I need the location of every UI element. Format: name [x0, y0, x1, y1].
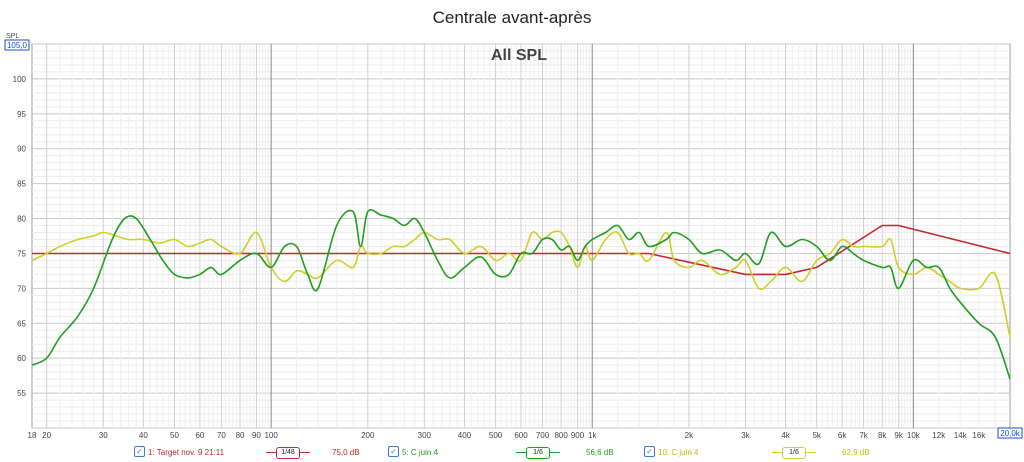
- y-tick-label: 55: [17, 389, 26, 398]
- legend-value: 56,6 dB: [586, 448, 614, 457]
- y-tick-label: 75: [17, 249, 26, 258]
- x-tick-label: 3k: [741, 431, 750, 440]
- y-axis-label: SPL: [6, 33, 19, 40]
- x-tick-label: 80: [236, 431, 245, 440]
- checkbox-checked-icon[interactable]: ✓: [388, 446, 399, 458]
- x-tick-label: 6k: [838, 431, 847, 440]
- y-tick-label: 90: [17, 145, 26, 154]
- x-tick-label: 200: [361, 431, 375, 440]
- y-tick-label: 95: [17, 110, 26, 119]
- legend-label: 1: Target nov. 9 21:11: [148, 448, 225, 457]
- x-right-label-box[interactable]: [997, 427, 1023, 439]
- legend-label: 10: C juin 4: [658, 448, 699, 457]
- y-tick-label: 85: [17, 180, 26, 189]
- y-top-label: 105,0: [7, 41, 28, 50]
- x-tick-label: 800: [554, 431, 568, 440]
- y-tick-label: 70: [17, 284, 26, 293]
- y-top-label-box[interactable]: [4, 39, 30, 51]
- x-tick-label: 14k: [954, 431, 968, 440]
- x-tick-label: 2k: [685, 431, 694, 440]
- y-tick-label: 100: [13, 75, 27, 84]
- x-tick-label: 9k: [894, 431, 903, 440]
- x-tick-label: 40: [139, 431, 148, 440]
- series-line-3[interactable]: [31, 230, 1011, 338]
- smoothing-button[interactable]: 1/48: [276, 447, 300, 459]
- legend-value: 75,0 dB: [332, 448, 360, 457]
- smoothing-label: 1/48: [281, 449, 295, 456]
- x-tick-label: 4k: [781, 431, 790, 440]
- y-tick-label: 80: [17, 215, 26, 224]
- x-tick-label: 400: [458, 431, 472, 440]
- chart-title: All SPL: [491, 47, 547, 64]
- x-tick-label: 100: [264, 431, 278, 440]
- checkbox-checked-icon[interactable]: ✓: [644, 446, 655, 458]
- x-tick-label: 300: [418, 431, 432, 440]
- series-layer: [31, 208, 1011, 380]
- smoothing-button[interactable]: 1/6: [526, 447, 550, 459]
- page-title: Centrale avant-après: [432, 8, 592, 27]
- x-tick-label: 600: [514, 431, 528, 440]
- x-tick-label: 7k: [859, 431, 868, 440]
- x-right-label: 20,0k: [1000, 429, 1021, 438]
- legend-item-c-juin-4-alt[interactable]: ✓ 10: C juin 4: [644, 446, 698, 460]
- legend-item-c-juin-4[interactable]: ✓ 5: C juin 4: [388, 446, 438, 460]
- checkbox-checked-icon[interactable]: ✓: [134, 446, 145, 458]
- x-tick-label: 18: [28, 431, 37, 440]
- x-tick-label: 1k: [588, 431, 597, 440]
- x-tick-label: 60: [195, 431, 204, 440]
- x-tick-label: 50: [170, 431, 179, 440]
- y-tick-label: 60: [17, 354, 26, 363]
- x-tick-label: 10k: [907, 431, 921, 440]
- chart-grid: [31, 43, 1011, 429]
- x-tick-label: 16k: [972, 431, 986, 440]
- x-tick-label: 5k: [812, 431, 821, 440]
- x-tick-label: 70: [217, 431, 226, 440]
- x-tick-label: 30: [99, 431, 108, 440]
- y-tick-label: 65: [17, 319, 26, 328]
- x-tick-label: 20: [42, 431, 51, 440]
- x-tick-label: 8k: [878, 431, 887, 440]
- smoothing-label: 1/6: [533, 449, 543, 456]
- series-line-2[interactable]: [31, 208, 1011, 380]
- x-tick-label: 12k: [932, 431, 946, 440]
- legend-value: 62,9 dB: [842, 448, 870, 457]
- smoothing-label: 1/6: [789, 449, 799, 456]
- legend: ✓ 1: Target nov. 9 21:11 1/48 75,0 dB ✓ 5:…: [0, 446, 1024, 462]
- x-tick-label: 700: [536, 431, 550, 440]
- x-tick-label: 90: [252, 431, 261, 440]
- legend-label: 5: C juin 4: [402, 448, 439, 457]
- legend-item-target[interactable]: ✓ 1: Target nov. 9 21:11: [134, 446, 224, 460]
- x-tick-label: 900: [571, 431, 585, 440]
- smoothing-button[interactable]: 1/6: [782, 447, 806, 459]
- x-tick-label: 500: [489, 431, 503, 440]
